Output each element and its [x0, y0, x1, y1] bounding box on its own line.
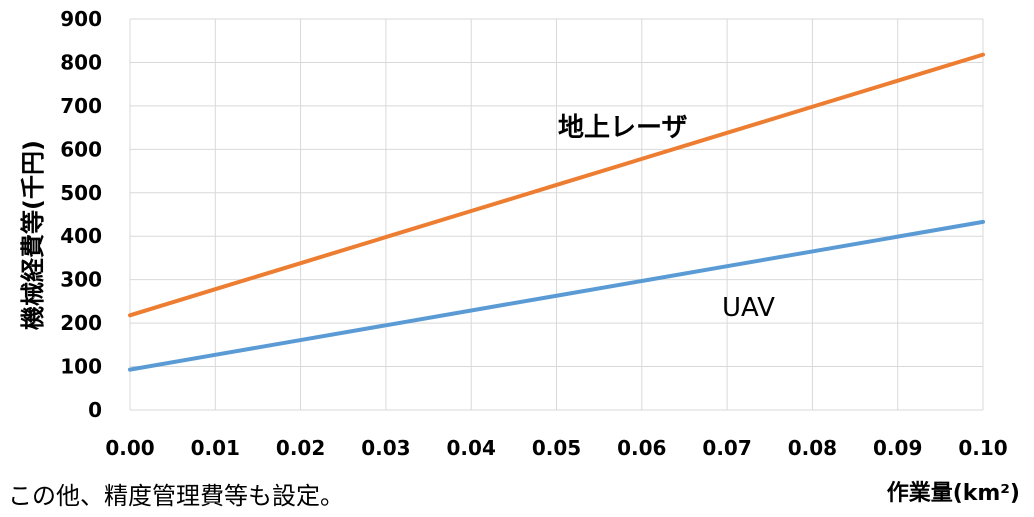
x-tick-label: 0.03 [361, 436, 410, 460]
series-label-ground-laser: 地上レーザ [558, 113, 687, 143]
x-tick-label: 0.01 [191, 436, 240, 460]
grid [129, 18, 984, 411]
x-tick-label: 0.09 [873, 436, 922, 460]
y-tick-label: 800 [60, 50, 102, 74]
x-tick-labels: 0.00 0.01 0.02 0.03 0.04 0.05 0.06 0.07 0.08 0.09… [105, 436, 1007, 460]
x-tick-label: 0.07 [702, 436, 751, 460]
y-tick-label: 100 [60, 355, 102, 379]
x-axis-label: 作業量(km²) [887, 481, 1020, 506]
y-tick-label: 600 [60, 137, 102, 161]
x-tick-label: 0.05 [532, 436, 581, 460]
x-tick-label: 0.10 [958, 436, 1007, 460]
y-tick-label: 300 [60, 268, 102, 292]
x-tick-label: 0.00 [105, 436, 154, 460]
x-tick-label: 0.08 [788, 436, 837, 460]
y-axis-label: 機械経費等(千円) [19, 140, 47, 330]
y-tick-labels: 0 100 200 300 400 500 600 700 800 900 [60, 7, 102, 422]
y-tick-label: 900 [60, 7, 102, 31]
y-tick-label: 500 [60, 181, 102, 205]
series-line-0 [128, 52, 985, 318]
x-tick-label: 0.06 [617, 436, 666, 460]
y-tick-label: 400 [60, 224, 102, 248]
y-tick-label: 200 [60, 311, 102, 335]
x-tick-label: 0.04 [447, 436, 496, 460]
footnote: この他、精度管理費等も設定。 [8, 482, 344, 510]
y-tick-label: 700 [60, 94, 102, 118]
y-tick-label: 0 [88, 398, 102, 422]
x-tick-label: 0.02 [276, 436, 325, 460]
series-lines [128, 52, 985, 372]
series-line-1 [128, 219, 985, 372]
series-label-uav: UAV [722, 293, 775, 323]
